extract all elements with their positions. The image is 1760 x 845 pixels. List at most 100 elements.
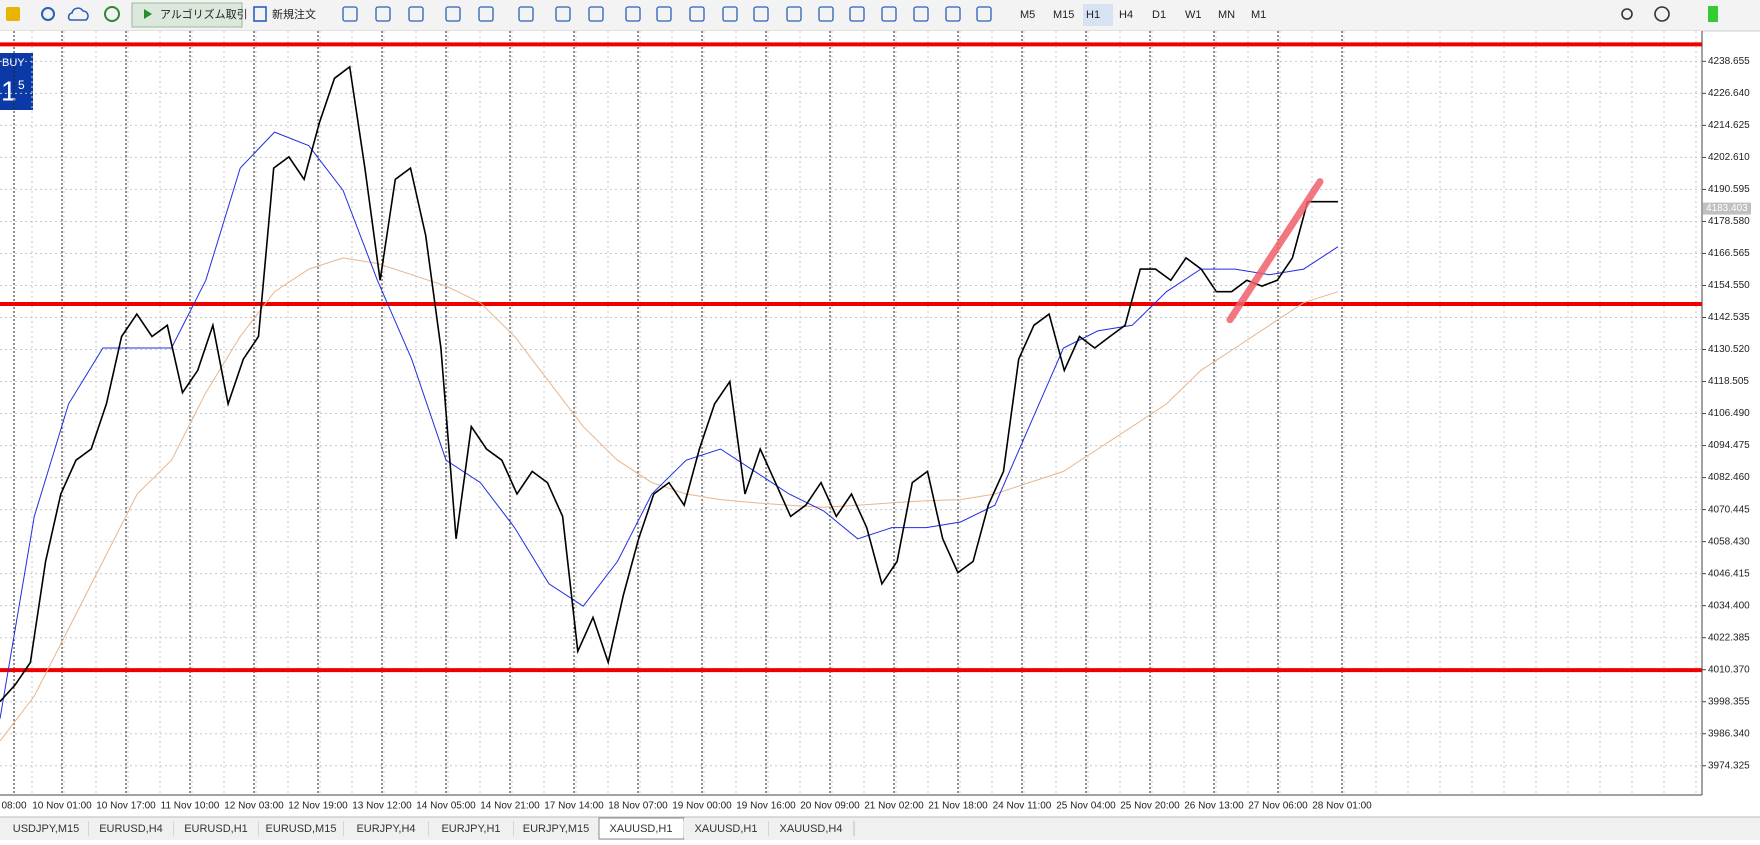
icon-lock[interactable]	[6, 7, 20, 21]
x-tick-label: 12 Nov 03:00	[224, 801, 284, 812]
new-order-label: 新規注文	[272, 7, 316, 21]
y-tick-label: 4022.385	[1708, 632, 1750, 643]
x-tick-label: 26 Nov 13:00	[1184, 801, 1244, 812]
chart-tab[interactable]	[429, 818, 514, 839]
toolbar-icon[interactable]	[342, 6, 358, 22]
toolbar-icon[interactable]	[976, 6, 992, 22]
icon-search[interactable]	[1621, 8, 1633, 20]
y-tick-label: 4106.490	[1708, 408, 1750, 419]
y-tick-label: 4034.400	[1708, 600, 1750, 611]
y-tick-label: 4214.625	[1708, 120, 1750, 131]
icon-signal[interactable]	[41, 7, 55, 21]
y-tick-label: 4118.505	[1708, 376, 1749, 387]
buy-label: BUY	[2, 57, 25, 69]
x-tick-label: 10 Nov 17:00	[96, 801, 156, 812]
chart-tab-label: XAUUSD,H1	[610, 823, 673, 835]
y-tick-label: 4202.610	[1708, 152, 1750, 163]
x-tick-label: 24 Nov 11:00	[993, 801, 1052, 812]
timeframe-button[interactable]: M15	[1053, 9, 1074, 21]
chart-tab[interactable]	[174, 818, 259, 839]
icon-cloud[interactable]	[67, 7, 89, 21]
x-tick-label: 19 Nov 00:00	[672, 801, 732, 812]
x-tick-label: 12 Nov 19:00	[288, 801, 348, 812]
chart-tab[interactable]	[684, 818, 769, 839]
moving-average	[0, 257, 1339, 742]
buy-panel[interactable]	[0, 53, 33, 110]
chart-tab[interactable]	[4, 818, 89, 839]
x-tick-label: 28 Nov 01:00	[1312, 801, 1372, 812]
x-tick-label: 19 Nov 16:00	[736, 801, 796, 812]
y-tick-label: 3986.340	[1708, 728, 1750, 739]
chart-tab[interactable]	[89, 818, 174, 839]
toolbar-icon[interactable]	[375, 6, 391, 22]
toolbar-icon[interactable]	[689, 6, 705, 22]
timeframe-button[interactable]: W1	[1185, 9, 1202, 21]
x-tick-label: 21 Nov 18:00	[928, 801, 988, 812]
toolbar-icon[interactable]	[588, 6, 604, 22]
x-tick-label: 11 Nov 10:00	[161, 801, 220, 812]
toolbar-icon[interactable]	[555, 6, 571, 22]
x-tick-label: 25 Nov 20:00	[1120, 801, 1180, 812]
y-tick-label: 4058.430	[1708, 536, 1750, 547]
x-tick-label: 13 Nov 12:00	[352, 801, 412, 812]
chart-tab[interactable]	[259, 818, 344, 839]
toolbar-icon[interactable]	[408, 6, 424, 22]
chart-tab-label: EURUSD,H4	[99, 823, 163, 835]
chart-tab-label: USDJPY,M15	[13, 823, 79, 835]
icon-account[interactable]	[1654, 6, 1670, 22]
moving-average	[0, 131, 1339, 719]
icon-order	[253, 6, 267, 22]
toolbar-icon[interactable]	[849, 6, 865, 22]
x-tick-label: 10 Nov 01:00	[32, 801, 92, 812]
y-tick-label: 3974.325	[1708, 760, 1750, 771]
y-tick-label: 4226.640	[1708, 88, 1750, 99]
y-tick-label: 4094.475	[1708, 440, 1750, 451]
toolbar-icon[interactable]	[786, 6, 802, 22]
chart-tab[interactable]	[344, 818, 429, 839]
toolbar-icon[interactable]	[753, 6, 769, 22]
toolbar-icon[interactable]	[913, 6, 929, 22]
price-line	[0, 65, 1338, 703]
x-tick-label: 08:00	[1, 801, 26, 812]
y-tick-label: 4070.445	[1708, 504, 1750, 515]
y-tick-label: 4190.595	[1708, 184, 1750, 195]
icon-play	[144, 9, 152, 19]
timeframe-button[interactable]: D1	[1152, 9, 1166, 21]
y-tick-label: 4082.460	[1708, 472, 1750, 483]
x-tick-label: 27 Nov 06:00	[1248, 801, 1308, 812]
timeframe-button[interactable]: H1	[1086, 9, 1100, 21]
timeframe-active	[1083, 4, 1113, 26]
icon-vps[interactable]	[104, 6, 120, 22]
chart-area	[0, 31, 1702, 795]
chart-tab[interactable]	[514, 818, 599, 839]
toolbar-icon[interactable]	[818, 6, 834, 22]
x-tick-label: 17 Nov 14:00	[544, 801, 604, 812]
y-tick-label: 4154.550	[1708, 280, 1750, 291]
toolbar-icon[interactable]	[445, 6, 461, 22]
toolbar-icon[interactable]	[881, 6, 897, 22]
toolbar-icon[interactable]	[625, 6, 641, 22]
chart-tab-label: XAUUSD,H4	[780, 823, 843, 835]
algo-button-label: アルゴリズム取引	[160, 7, 248, 21]
timeframe-button[interactable]: MN	[1218, 9, 1235, 21]
timeframe-button[interactable]: M5	[1020, 9, 1035, 21]
x-tick-label: 21 Nov 02:00	[864, 801, 924, 812]
toolbar-icon[interactable]	[656, 6, 672, 22]
toolbar	[0, 0, 1760, 31]
timeframe-button[interactable]: M1	[1251, 9, 1266, 21]
y-tick-label: 4010.370	[1708, 664, 1750, 675]
chart-tab-label: XAUUSD,H1	[695, 823, 758, 835]
buy-price-small: 5	[18, 78, 25, 92]
x-tick-label: 25 Nov 04:00	[1056, 801, 1116, 812]
chart-tab[interactable]	[769, 818, 854, 839]
toolbar-icon[interactable]	[518, 6, 534, 22]
toolbar-icon[interactable]	[722, 6, 738, 22]
y-tick-label: 4142.535	[1708, 312, 1750, 323]
trend-line	[1226, 178, 1324, 324]
toolbar-icon[interactable]	[478, 6, 494, 22]
chart-tab-label: EURUSD,M15	[266, 823, 337, 835]
timeframe-button[interactable]: H4	[1119, 9, 1133, 21]
current-price-label: 4183.403	[1706, 203, 1748, 214]
toolbar-icon[interactable]	[945, 6, 961, 22]
